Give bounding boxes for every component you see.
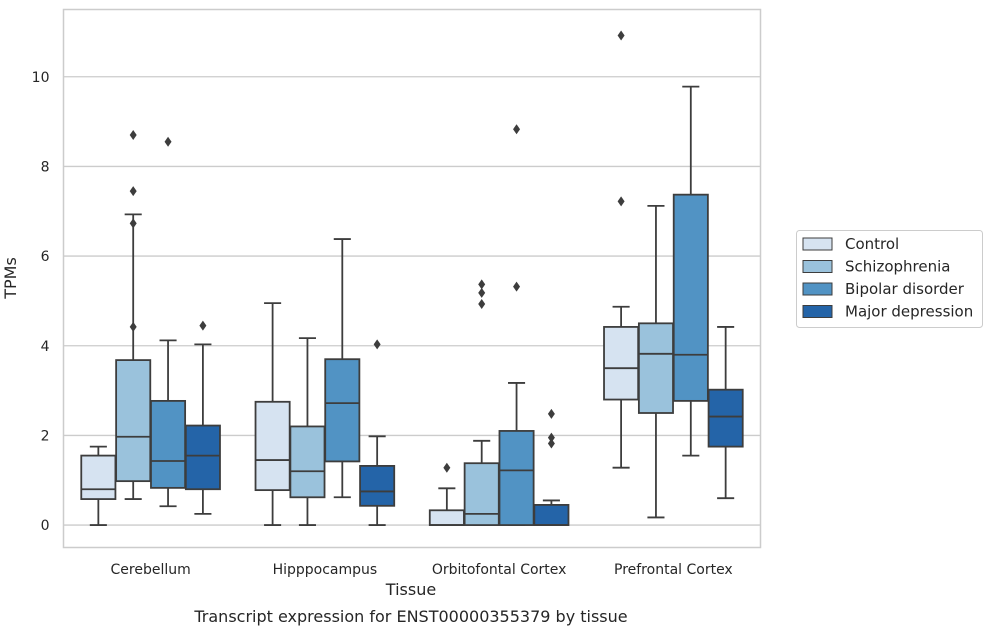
y-tick-label: 10 (32, 70, 50, 86)
iqr-box (184, 424, 221, 491)
outlier-point (617, 196, 625, 207)
iqr-box (672, 193, 709, 402)
box-major-depression (533, 408, 570, 526)
box-bipolar-disorder (324, 238, 361, 499)
legend-swatch (802, 260, 833, 273)
box-schizophrenia (115, 130, 152, 500)
x-tick-labels: Cerebellum Hipppocampus Orbitofontal Corte… (111, 562, 733, 578)
iqr-box (115, 359, 152, 483)
iqr-box (150, 399, 187, 489)
outlier-point (129, 130, 137, 141)
box-control (603, 30, 640, 469)
x-tick-label: Hipppocampus (273, 562, 378, 578)
iqr-box (359, 465, 396, 507)
iqr-box (637, 322, 674, 414)
outlier-point (513, 281, 521, 292)
legend-label: Schizophrenia (845, 258, 950, 276)
iqr-box (428, 509, 465, 526)
box-schizophrenia (637, 204, 674, 519)
box-bipolar-disorder (150, 136, 187, 508)
outlier-point (129, 321, 137, 332)
box-plot-marks (80, 30, 744, 526)
box-bipolar-disorder (672, 85, 709, 457)
iqr-box (498, 430, 535, 526)
y-tick-label: 0 (41, 518, 50, 534)
box-schizophrenia (463, 279, 500, 526)
x-tick-label: Cerebellum (111, 562, 191, 578)
legend-swatch (802, 305, 833, 318)
outlier-point (547, 408, 555, 419)
outlier-point (199, 320, 207, 331)
outlier-point (443, 462, 451, 473)
y-tick-label: 8 (41, 159, 50, 175)
box-control (254, 302, 291, 526)
box-control (80, 445, 117, 526)
outlier-point (513, 124, 521, 135)
box-bipolar-disorder (498, 124, 535, 526)
outlier-point (547, 432, 555, 443)
outlier-point (547, 438, 555, 449)
legend: Control Schizophrenia Bipolar disorder Majo… (796, 230, 983, 328)
iqr-box (533, 504, 570, 526)
outlier-point (129, 186, 137, 197)
legend-frame (796, 230, 983, 328)
outlier-point (617, 30, 625, 41)
iqr-box (707, 388, 744, 448)
iqr-box (603, 326, 640, 401)
outlier-point (478, 279, 486, 290)
figure-caption: Transcript expression for ENST0000035537… (193, 607, 627, 626)
legend-label: Major depression (845, 303, 973, 321)
box-schizophrenia (289, 337, 326, 526)
outlier-point (373, 339, 381, 350)
outlier-point (478, 299, 486, 310)
box-control (428, 462, 465, 526)
legend-swatch (802, 237, 833, 251)
box-major-depression (707, 326, 744, 500)
x-tick-label: Prefrontal Cortex (614, 562, 733, 578)
y-tick-label: 2 (41, 428, 50, 444)
iqr-box (463, 462, 500, 526)
iqr-box (324, 358, 361, 463)
x-tick-label: Orbitofontal Cortex (432, 562, 567, 578)
iqr-box (254, 400, 291, 492)
legend-swatch (802, 282, 833, 296)
y-tick-label: 6 (41, 249, 50, 265)
box-major-depression (184, 320, 221, 515)
iqr-box (289, 425, 326, 499)
x-axis-label: Tissue (385, 580, 436, 599)
iqr-box (80, 454, 117, 500)
outlier-point (129, 218, 137, 229)
outlier-point (164, 136, 172, 147)
outlier-point (478, 287, 486, 298)
y-axis-label: TPMs (1, 257, 20, 300)
y-tick-label: 4 (41, 339, 50, 355)
axes-frame (62, 8, 762, 549)
legend-label: Control (845, 235, 899, 253)
y-tick-labels: 0 2 4 6 8 10 (32, 70, 50, 534)
box-major-depression (359, 339, 396, 526)
legend-label: Bipolar disorder (845, 280, 965, 298)
